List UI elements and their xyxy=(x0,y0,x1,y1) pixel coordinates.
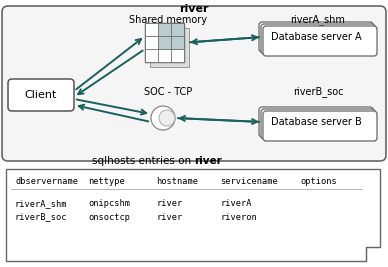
FancyBboxPatch shape xyxy=(261,24,375,54)
FancyBboxPatch shape xyxy=(263,26,377,56)
Text: riverB_soc: riverB_soc xyxy=(293,87,343,97)
Polygon shape xyxy=(145,49,158,62)
Polygon shape xyxy=(158,23,171,36)
FancyBboxPatch shape xyxy=(261,109,375,139)
Text: river: river xyxy=(194,156,222,166)
Polygon shape xyxy=(171,23,184,36)
Text: nettype: nettype xyxy=(88,178,125,187)
Text: riverA_shm: riverA_shm xyxy=(291,14,345,25)
Text: riverB_soc: riverB_soc xyxy=(15,213,68,222)
Polygon shape xyxy=(145,23,158,36)
FancyBboxPatch shape xyxy=(259,22,373,52)
Text: riverA: riverA xyxy=(220,199,251,209)
Circle shape xyxy=(151,106,175,130)
Polygon shape xyxy=(158,36,171,49)
Text: sqlhosts entries on: sqlhosts entries on xyxy=(92,156,194,166)
FancyBboxPatch shape xyxy=(2,6,386,161)
FancyBboxPatch shape xyxy=(263,111,377,141)
FancyBboxPatch shape xyxy=(259,107,373,137)
Text: riveron: riveron xyxy=(220,213,257,222)
Text: Client: Client xyxy=(25,90,57,100)
Polygon shape xyxy=(171,49,184,62)
Text: Database server A: Database server A xyxy=(271,32,361,42)
Polygon shape xyxy=(158,49,171,62)
Text: river: river xyxy=(156,199,182,209)
Polygon shape xyxy=(145,23,184,62)
Text: dbservername: dbservername xyxy=(15,178,78,187)
Text: hostname: hostname xyxy=(156,178,198,187)
Text: Shared memory: Shared memory xyxy=(129,15,207,25)
Text: onsoctcp: onsoctcp xyxy=(88,213,130,222)
Polygon shape xyxy=(6,169,380,261)
Text: river: river xyxy=(179,4,209,14)
Polygon shape xyxy=(171,36,184,49)
Polygon shape xyxy=(145,36,158,49)
Text: SOC - TCP: SOC - TCP xyxy=(144,87,192,97)
Circle shape xyxy=(159,110,175,126)
Polygon shape xyxy=(150,28,189,67)
Text: Database server B: Database server B xyxy=(270,117,361,127)
FancyBboxPatch shape xyxy=(8,79,74,111)
Text: onipcshm: onipcshm xyxy=(88,199,130,209)
Text: options: options xyxy=(300,178,337,187)
Text: servicename: servicename xyxy=(220,178,278,187)
Text: riverA_shm: riverA_shm xyxy=(15,199,68,209)
Text: river: river xyxy=(156,213,182,222)
